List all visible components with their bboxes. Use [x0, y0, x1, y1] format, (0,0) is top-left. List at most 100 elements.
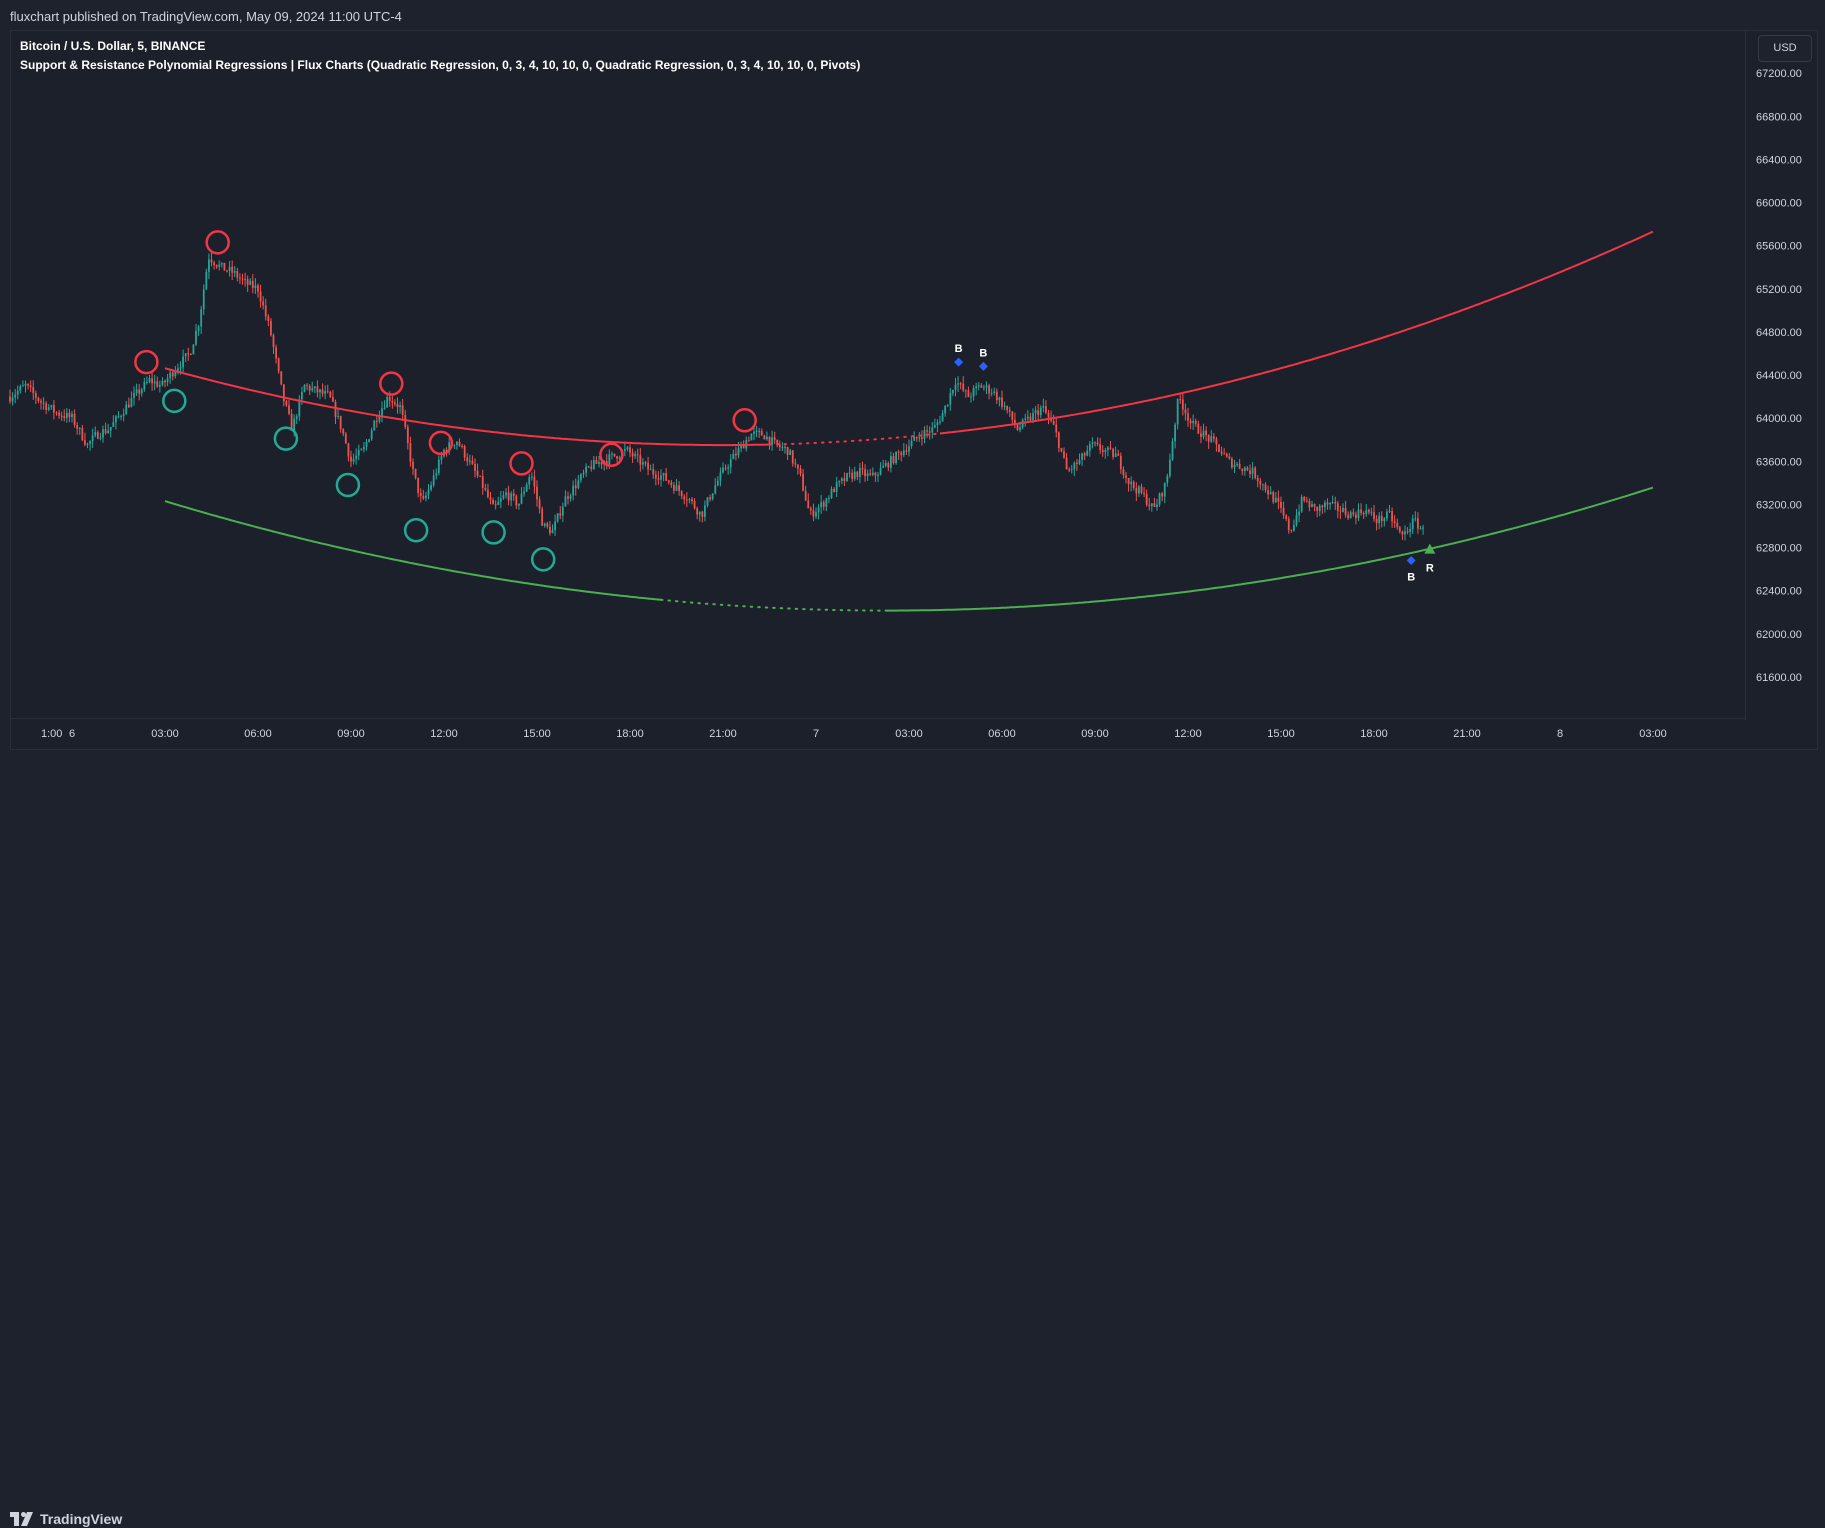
candle-body — [869, 473, 872, 475]
candle-body — [1375, 518, 1378, 524]
candle-body — [127, 404, 130, 408]
symbol-legend[interactable]: Bitcoin / U.S. Dollar, 5, BINANCE — [20, 39, 206, 53]
candle-body — [27, 383, 29, 386]
candle-body — [939, 421, 941, 423]
candle-body — [1417, 518, 1419, 529]
candle-body — [1117, 453, 1120, 456]
candle-body — [921, 437, 923, 439]
candle-body — [422, 495, 425, 499]
candle-body — [817, 507, 820, 513]
candle-body — [1101, 450, 1104, 453]
support-regression-projection[interactable] — [660, 598, 889, 612]
candle-body — [1019, 427, 1021, 431]
candle-body — [1329, 502, 1331, 505]
indicator-legend[interactable]: Support & Resistance Polynomial Regressi… — [20, 58, 861, 72]
time-tick-label: 1:00 — [41, 728, 62, 740]
top-bar: fluxchart published on TradingView.com, … — [0, 0, 1825, 30]
candle-body — [112, 422, 115, 427]
candle-body — [1295, 515, 1298, 525]
candle-body — [1326, 502, 1329, 505]
candle-body — [174, 371, 177, 377]
candle-body — [499, 498, 502, 502]
candle-body — [471, 460, 474, 464]
chart-pane[interactable] — [10, 30, 1818, 750]
candle-body — [53, 405, 55, 413]
candle-body — [639, 455, 642, 465]
candle-body — [580, 474, 582, 481]
resistance-regression-projection[interactable] — [768, 432, 941, 446]
price-tick-label: 67200.00 — [1756, 68, 1802, 80]
candle-body — [740, 444, 742, 449]
candle-body — [102, 429, 104, 438]
candle-body — [430, 485, 432, 490]
time-tick-label: 09:00 — [1081, 728, 1109, 740]
candle-body — [890, 456, 892, 468]
chart-canvas[interactable]: B BBR67200.0066800.0066400.0066000.006560… — [0, 0, 1825, 788]
candle-body — [887, 463, 890, 468]
candle-body — [280, 371, 283, 385]
pivot-high-circle — [599, 442, 624, 468]
candle-body — [414, 468, 417, 478]
resistance-regression-line[interactable] — [164, 367, 770, 447]
price-tick-label: 66800.00 — [1756, 111, 1802, 123]
candle-body — [1370, 512, 1373, 514]
support-regression-line[interactable] — [887, 546, 1437, 612]
candle-body — [313, 386, 316, 388]
candle-body — [71, 413, 73, 418]
candle-body — [1003, 405, 1006, 407]
candle-body — [177, 368, 179, 372]
candle-body — [375, 420, 378, 422]
candle-body — [543, 523, 546, 526]
candle-body — [1024, 418, 1027, 420]
candle-body — [1202, 430, 1205, 437]
candle-body — [784, 446, 786, 448]
candle-body — [55, 412, 58, 414]
candle-body — [1321, 505, 1324, 508]
price-axis[interactable] — [1745, 30, 1819, 720]
candle-body — [1246, 467, 1249, 471]
time-tick-label: 15:00 — [523, 728, 551, 740]
candle-body — [489, 497, 492, 501]
candle-body — [536, 486, 538, 500]
candle-body — [704, 505, 706, 517]
candle-body — [626, 447, 629, 450]
candle-body — [683, 496, 686, 500]
candle-body — [1081, 453, 1083, 460]
candle-body — [1148, 504, 1151, 507]
candle-body — [977, 385, 980, 387]
candle-body — [980, 385, 983, 388]
resistance-regression-line[interactable] — [939, 230, 1654, 435]
price-tick-label: 66000.00 — [1756, 198, 1802, 210]
currency-button[interactable]: USD — [1758, 35, 1812, 62]
candle-body — [468, 460, 471, 462]
candle-body — [1070, 469, 1073, 471]
candle-body — [794, 463, 797, 465]
time-tick-label: 21:00 — [709, 728, 737, 740]
candle-body — [1409, 529, 1412, 532]
candle-body — [1073, 462, 1076, 470]
candle-body — [347, 443, 350, 457]
candle-body — [1262, 484, 1264, 486]
time-axis[interactable] — [10, 718, 1745, 751]
candle-body — [394, 402, 396, 405]
candle-body — [158, 384, 161, 387]
break-marker-diamond — [978, 361, 988, 371]
candle-body — [882, 465, 885, 468]
time-tick-label: 6 — [69, 728, 75, 740]
candle-body — [282, 384, 285, 402]
support-regression-line[interactable] — [164, 500, 662, 601]
candle-body — [321, 389, 324, 394]
candle-body — [254, 285, 257, 289]
candle-body — [1034, 410, 1037, 414]
candle-body — [1236, 463, 1238, 466]
candle-body — [484, 488, 487, 490]
candle-body — [1065, 457, 1068, 470]
candle-body — [789, 450, 792, 455]
candle-body — [45, 403, 48, 410]
candle-body — [1347, 514, 1350, 519]
candle-body — [1362, 513, 1365, 515]
support-regression-line[interactable] — [1435, 486, 1654, 549]
candle-body — [1112, 448, 1114, 458]
tradingview-logo[interactable]: TradingView — [10, 1510, 122, 1528]
candle-body — [807, 500, 810, 509]
